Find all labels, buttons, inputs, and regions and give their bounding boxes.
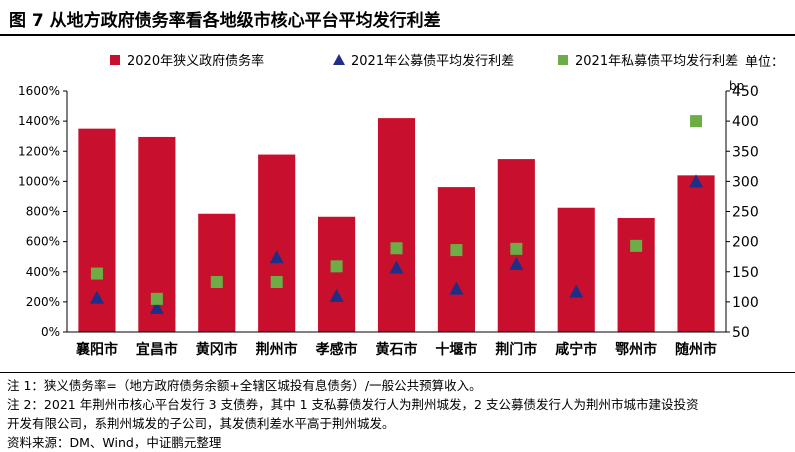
- right-tick-label: 400: [732, 114, 759, 130]
- public-bond-marker: [269, 250, 284, 264]
- private-bond-marker: [150, 292, 163, 305]
- axes: 0% 200% 400% 600% 800% 1000% 1200% 1400% 1600% 50…: [18, 84, 759, 358]
- legend-bar-swatch: [110, 55, 120, 65]
- category-label: 荆门市: [495, 341, 537, 358]
- unit-bp-label: bp: [729, 79, 744, 93]
- private-bond-marker: [210, 275, 223, 288]
- legend-label: 2020年狭义政府债务率: [127, 53, 264, 69]
- public-bond-marker: [509, 256, 524, 270]
- public-bond-marker: [689, 174, 704, 188]
- category-label: 襄阳市: [75, 341, 118, 358]
- category-label: 鄂州市: [615, 341, 657, 358]
- right-tick-label: 100: [732, 295, 759, 311]
- bar: [617, 217, 655, 332]
- category-label: 随州市: [675, 341, 717, 358]
- title-bar: 图 7 从地方政府债务率看各地级市核心平台平均发行利差: [0, 0, 795, 36]
- legend-label: 2021年私募债平均发行利差: [575, 53, 738, 69]
- right-tick-label: 300: [732, 174, 759, 190]
- bar: [318, 216, 356, 332]
- data-source: 资料来源：DM、Wind，中证鹏元整理: [7, 435, 222, 450]
- private-bond-marker: [510, 242, 523, 255]
- public-bond-marker: [449, 281, 464, 295]
- note-2: 注 2：2021 年荆州市核心平台发行 3 支债券，其中 1 支私募债发行人为荆…: [7, 397, 699, 412]
- right-tick-label: 200: [732, 235, 759, 251]
- notes: 注 1：狭义债务率=（地方政府债务余额+全辖区城投有息债务）/一般公共预算收入。…: [0, 372, 795, 452]
- private-bond-marker: [630, 239, 643, 252]
- bar: [437, 187, 475, 332]
- bar: [198, 213, 236, 332]
- right-tick-label: 350: [732, 144, 759, 160]
- right-tick-label: 250: [732, 205, 759, 221]
- right-tick-label: 50: [732, 325, 750, 341]
- private-bond-marker: [690, 115, 703, 128]
- category-label: 黄石市: [376, 341, 418, 358]
- category-label: 孝感市: [315, 341, 358, 358]
- private-bond-marker: [390, 242, 403, 255]
- bar: [677, 175, 715, 332]
- public-bond-marker: [569, 284, 584, 298]
- bar: [557, 207, 595, 332]
- private-bond-marker: [330, 260, 343, 273]
- right-tick-label: 150: [732, 265, 759, 281]
- left-tick-label: 1400%: [18, 114, 60, 128]
- category-label: 荆州市: [256, 341, 298, 358]
- left-tick-label: 0%: [41, 325, 60, 339]
- private-bond-marker: [90, 267, 103, 280]
- private-bond-marker: [450, 244, 463, 257]
- category-label: 黄冈市: [196, 341, 238, 358]
- private-bond-marker: [270, 275, 283, 288]
- figure-title: 图 7 从地方政府债务率看各地级市核心平台平均发行利差: [9, 11, 441, 31]
- note-1: 注 1：狭义债务率=（地方政府债务余额+全辖区城投有息债务）/一般公共预算收入。: [7, 378, 482, 393]
- category-label: 咸宁市: [555, 341, 597, 358]
- markers: [89, 115, 704, 314]
- left-tick-label: 400%: [26, 265, 60, 279]
- legend-label: 2021年公募债平均发行利差: [351, 53, 514, 69]
- public-bond-marker: [89, 290, 104, 304]
- right-tick-label: 450: [732, 84, 759, 100]
- legend: 2020年狭义政府债务率 2021年公募债平均发行利差 2021年私募债平均发行利差: [110, 53, 738, 69]
- bar: [377, 118, 416, 332]
- chart: 2020年狭义政府债务率 2021年公募债平均发行利差 2021年私募债平均发行利差…: [18, 53, 784, 358]
- bar: [258, 154, 296, 332]
- category-label: 宜昌市: [136, 341, 178, 358]
- note-2-cont: 开发有限公司，系荆州城发的子公司，其发债利差水平高于荆州城发。: [7, 416, 395, 431]
- left-tick-label: 1600%: [18, 84, 60, 98]
- category-label: 十堰市: [435, 341, 477, 358]
- public-bond-marker: [329, 288, 344, 302]
- left-tick-label: 800%: [26, 205, 60, 219]
- public-bond-marker: [389, 260, 404, 274]
- left-tick-label: 1200%: [18, 144, 60, 158]
- public-bond-marker: [149, 300, 164, 314]
- bars: [78, 118, 715, 332]
- left-tick-label: 1000%: [18, 174, 60, 188]
- unit-label: 单位：: [745, 55, 784, 70]
- left-tick-label: 200%: [26, 295, 60, 309]
- legend-square-swatch: [558, 55, 568, 65]
- left-tick-label: 600%: [26, 235, 60, 249]
- legend-triangle-swatch: [333, 54, 345, 65]
